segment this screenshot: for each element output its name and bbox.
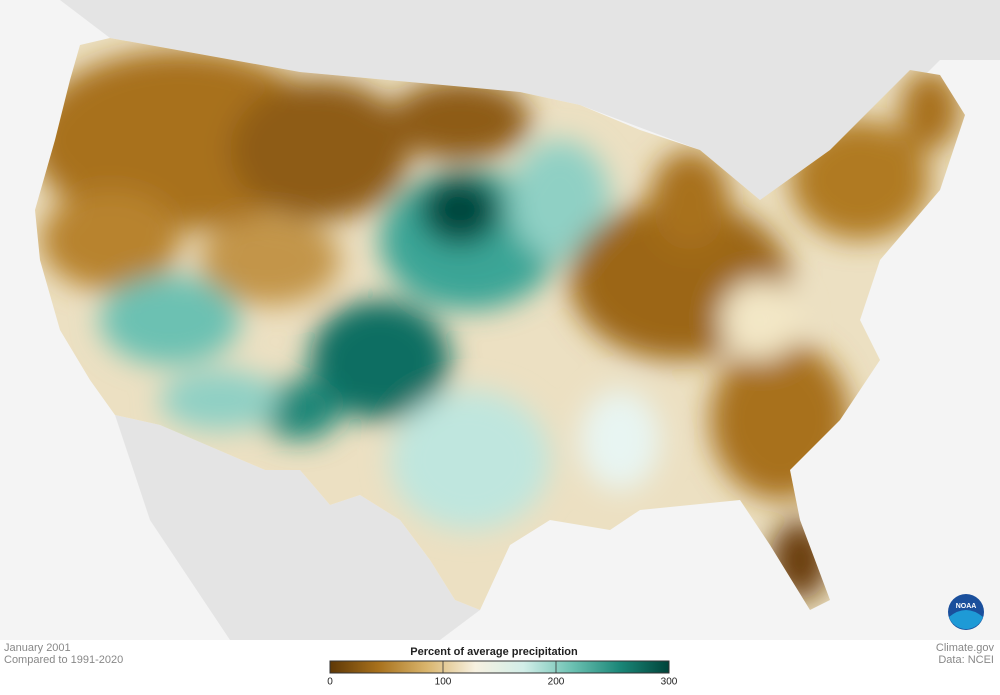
map-baseline: Compared to 1991-2020 bbox=[4, 654, 123, 666]
legend-title: Percent of average precipitation bbox=[410, 646, 578, 658]
map-date: January 2001 bbox=[4, 642, 71, 654]
legend: 0 100 200 300 bbox=[327, 660, 678, 688]
canada bbox=[0, 0, 1000, 200]
colorbar-tick-label: 100 bbox=[435, 677, 452, 688]
credit-site: Climate.gov bbox=[936, 642, 995, 654]
noaa-logo-text: NOAA bbox=[956, 603, 977, 610]
colorbar-tick-label: 300 bbox=[661, 677, 678, 688]
noaa-logo-wave bbox=[949, 610, 983, 630]
mexico bbox=[115, 415, 480, 640]
colorbar bbox=[329, 660, 670, 674]
colorbar-tick-label: 0 bbox=[327, 677, 333, 688]
credit-source: Data: NCEI bbox=[938, 654, 994, 666]
colorbar-tick-label: 200 bbox=[548, 677, 565, 688]
